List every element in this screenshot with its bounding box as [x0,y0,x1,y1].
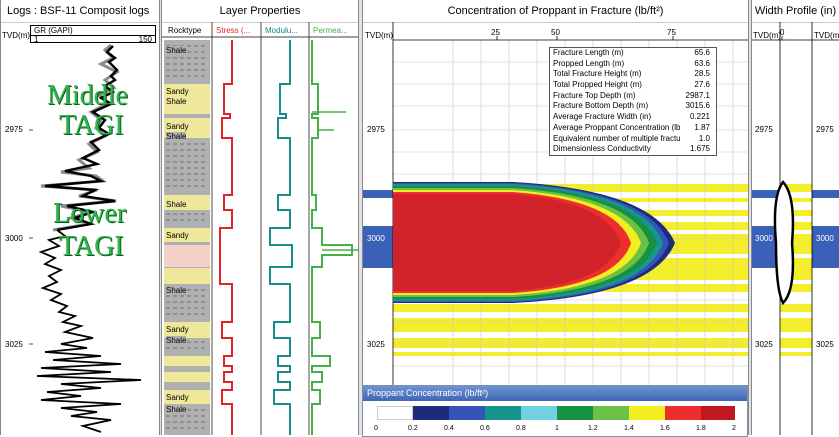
gr-scale-max: 150 [138,35,152,44]
width-tvd-label: TVD(m) [753,31,781,40]
legend-swatch [377,406,413,420]
rock-label-shale-7: Shale [166,405,187,414]
width-depth-2975-right: 2975 [816,125,834,134]
summary-row: Propped Length (m) 63.6 [553,58,710,68]
conc-xtick-75: 75 [667,28,676,37]
gr-log-curves [29,43,142,433]
summary-row: Average Fracture Width (in) 0.221 [553,112,710,122]
col-header-rocktype: Rocktype [168,26,202,35]
legend-swatch [593,406,629,420]
concentration-panel: Concentration of Proppant in Fracture (l… [362,0,749,435]
zone-label-middle-1: Middle [47,80,128,111]
conc-depth-2975: 2975 [367,125,385,134]
conc-xtick-25: 25 [491,28,500,37]
concentration-panel-title: Concentration of Proppant in Fracture (l… [363,0,748,23]
summary-row: Fracture Top Depth (m) 2987.1 [553,90,710,100]
panel-gap-3 [749,0,751,435]
conc-tvd-label: TVD(m) [365,31,393,40]
proppant-legend-window[interactable]: Proppant Concentration (lb/ft²) 0 0.2 0.… [362,385,748,437]
rock-label-sandy-1: Sandy [166,87,189,96]
width-tvd-label-right: TVD(m) [814,31,839,40]
width-depth-2975: 2975 [755,125,773,134]
legend-tick: 1.2 [588,425,598,432]
proppant-concentration-plot [363,22,748,435]
legend-swatch [701,406,735,420]
width-xtick-0: 0 [780,28,785,37]
legend-tick: 1.8 [696,425,706,432]
legend-swatch [413,406,449,420]
rock-label-shale-4: Shale [166,200,187,209]
legend-swatch [557,406,593,420]
rock-label-sandy-4: Sandy [166,325,189,334]
conc-depth-3000: 3000 [367,234,385,243]
conc-depth-3025: 3025 [367,340,385,349]
panel-gap-2 [359,0,362,435]
summary-row: Average Proppant Concentration (lb/ft²) 1… [553,122,710,132]
col-header-modulus: Modulu... [265,26,298,35]
rock-label-shale-3: Shale [166,132,187,141]
legend-tick: 1 [555,425,559,432]
legend-swatch [449,406,485,420]
legend-tick: 0.6 [480,425,490,432]
rock-label-shale-1: Shale [166,46,187,55]
logs-depth-2975: 2975 [5,125,23,134]
rock-label-shale-5: Shale [166,286,187,295]
layer-properties-panel: Layer Properties Rocktype Stress (... Mo… [161,0,359,435]
legend-tick: 0.8 [516,425,526,432]
legend-title-bar[interactable]: Proppant Concentration (lb/ft²) [363,386,747,401]
legend-swatch [521,406,557,420]
logs-depth-3025: 3025 [5,340,23,349]
summary-row: Total Fracture Height (m) 28.5 [553,69,710,79]
layer-panel-title: Layer Properties [162,0,358,23]
rock-label-sandy-3: Sandy [166,231,189,240]
zone-label-lower-2: TAGI [59,231,124,262]
width-depth-3000: 3000 [755,234,773,243]
width-profile-plot [752,22,839,435]
logs-depth-3000: 3000 [5,234,23,243]
summary-row: Dimensionless Conductivity 1.675 [553,144,710,154]
rock-label-shale-6: Shale [166,336,187,345]
legend-tick: 2 [732,425,736,432]
summary-row: Equivalent number of multiple fractures 1… [553,133,710,143]
zone-label-lower-1: Lower [53,198,127,229]
width-depth-3025-right: 3025 [816,340,834,349]
width-profile-panel: Width Profile (in) TVD(m) TVD(m) 0 2 [751,0,839,435]
rock-label-sandy-5: Sandy [166,393,189,402]
logs-tvd-label: TVD(m) [2,31,30,40]
legend-tick: 1.4 [624,425,634,432]
conc-xtick-50: 50 [551,28,560,37]
width-depth-3000-right: 3000 [816,234,834,243]
gr-track-name: GR (GAPI) [34,26,73,35]
width-panel-title: Width Profile (in) [752,0,839,23]
logs-depth-strip [1,43,29,435]
legend-tick: 1.6 [660,425,670,432]
col-header-stress: Stress (... [216,26,251,35]
fracture-summary-table: Fracture Length (m) 65.6 Propped Length (… [549,47,717,156]
panel-gap-1 [160,0,161,435]
gr-track-header: GR (GAPI) 1 150 [30,25,156,44]
legend-tick: 0 [374,425,378,432]
legend-swatch [665,406,701,420]
logs-panel-title: Logs : BSF-11 Composit logs [1,0,159,23]
rock-label-shale-2: Shale [166,97,187,106]
col-header-permeability: Permea... [313,26,348,35]
logs-panel: Logs : BSF-11 Composit logs TVD(m) GR (G… [0,0,160,435]
legend-tick: 0.2 [408,425,418,432]
summary-row: Fracture Length (m) 65.6 [553,48,710,57]
gr-scale-min: 1 [34,35,39,44]
zone-label-middle-2: TAGI [59,110,124,141]
legend-tick: 0.4 [444,425,454,432]
summary-row: Total Propped Height (m) 27.6 [553,80,710,90]
layer-tracks [162,22,358,435]
width-depth-3025: 3025 [755,340,773,349]
legend-swatch [485,406,521,420]
summary-row: Fracture Bottom Depth (m) 3015.6 [553,101,710,111]
legend-swatch [629,406,665,420]
rock-label-sandy-2: Sandy [166,122,189,131]
